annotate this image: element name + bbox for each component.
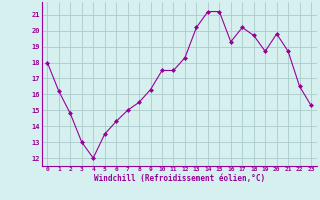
X-axis label: Windchill (Refroidissement éolien,°C): Windchill (Refroidissement éolien,°C) xyxy=(94,174,265,183)
